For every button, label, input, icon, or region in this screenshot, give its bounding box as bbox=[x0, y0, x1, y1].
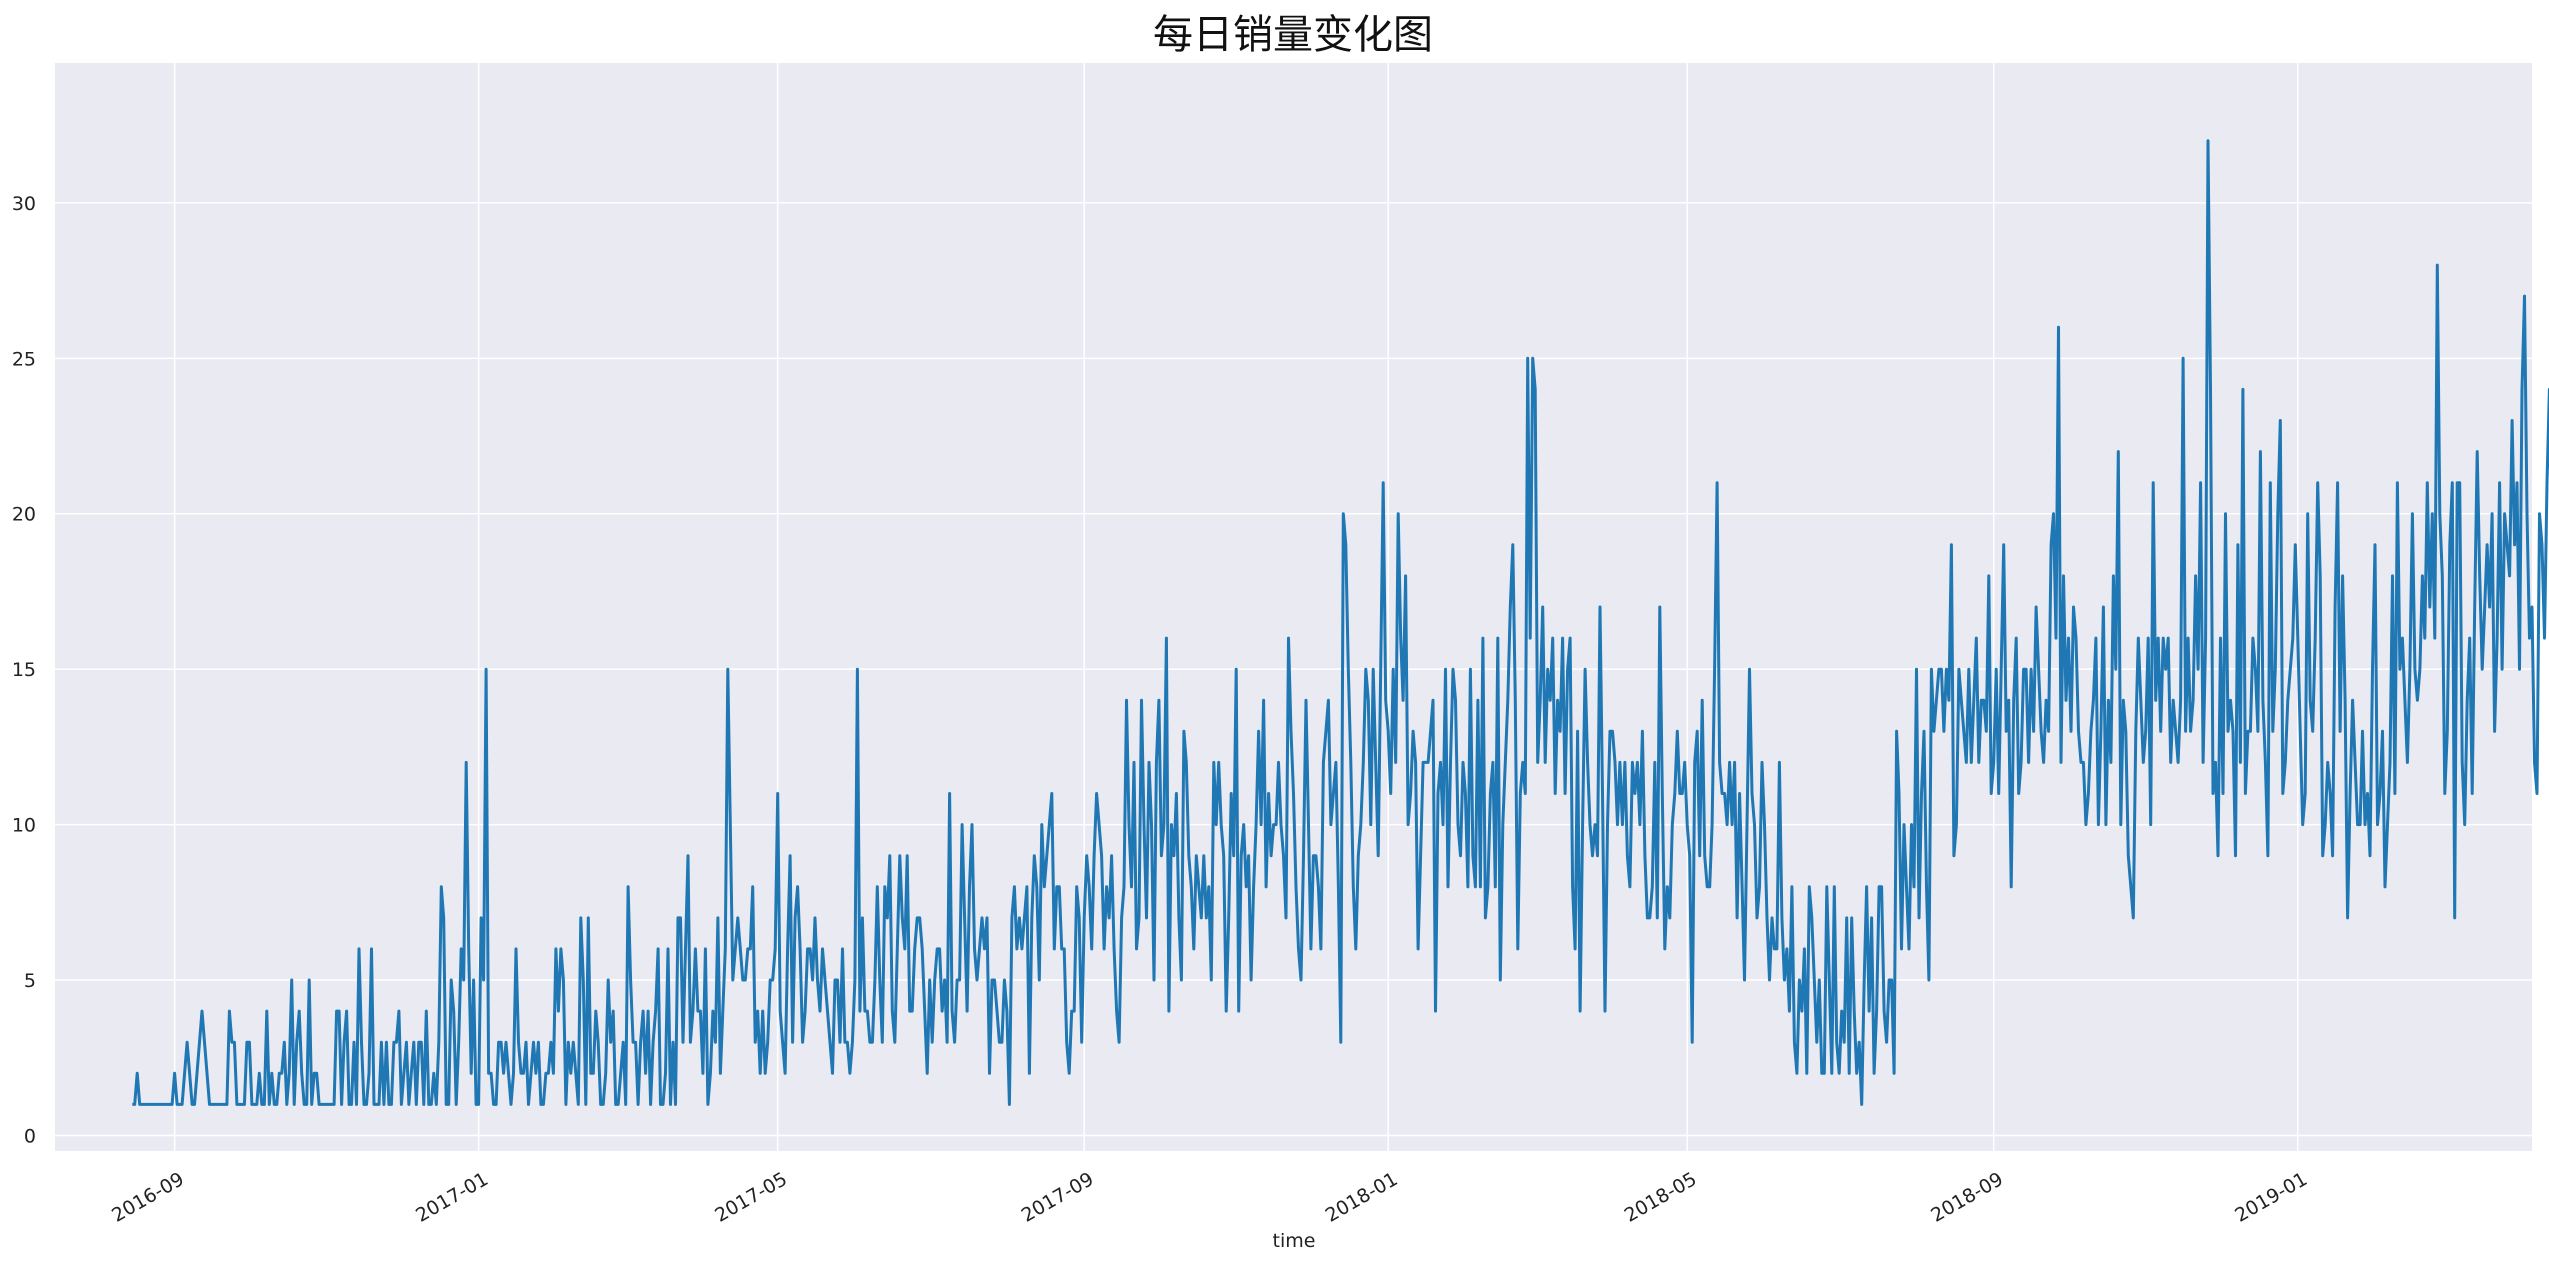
series-line-daily-sales bbox=[132, 139, 2549, 1106]
x-tick-label: 2018-01 bbox=[1322, 1168, 1402, 1227]
x-tick-label: 2017-01 bbox=[412, 1168, 492, 1227]
y-tick-label: 0 bbox=[24, 1125, 36, 1147]
x-tick-label: 2016-09 bbox=[108, 1168, 188, 1227]
y-tick-label: 5 bbox=[24, 970, 36, 992]
x-tick-label: 2017-05 bbox=[711, 1168, 791, 1227]
x-tick-label: 2018-05 bbox=[1621, 1168, 1701, 1227]
y-tick-label: 10 bbox=[12, 815, 36, 837]
x-tick-label: 2018-09 bbox=[1927, 1168, 2007, 1227]
y-tick-label: 25 bbox=[12, 348, 36, 370]
plot-background bbox=[55, 63, 2532, 1151]
x-tick-label: 2017-09 bbox=[1018, 1168, 1098, 1227]
y-tick-label: 20 bbox=[12, 504, 36, 526]
x-tick-label: 2019-01 bbox=[2231, 1168, 2311, 1227]
y-tick-label: 15 bbox=[12, 659, 36, 681]
chart-title: 每日销量变化图 bbox=[1153, 12, 1433, 58]
y-tick-label: 30 bbox=[12, 193, 36, 215]
x-axis-label: time bbox=[1273, 1230, 1316, 1252]
